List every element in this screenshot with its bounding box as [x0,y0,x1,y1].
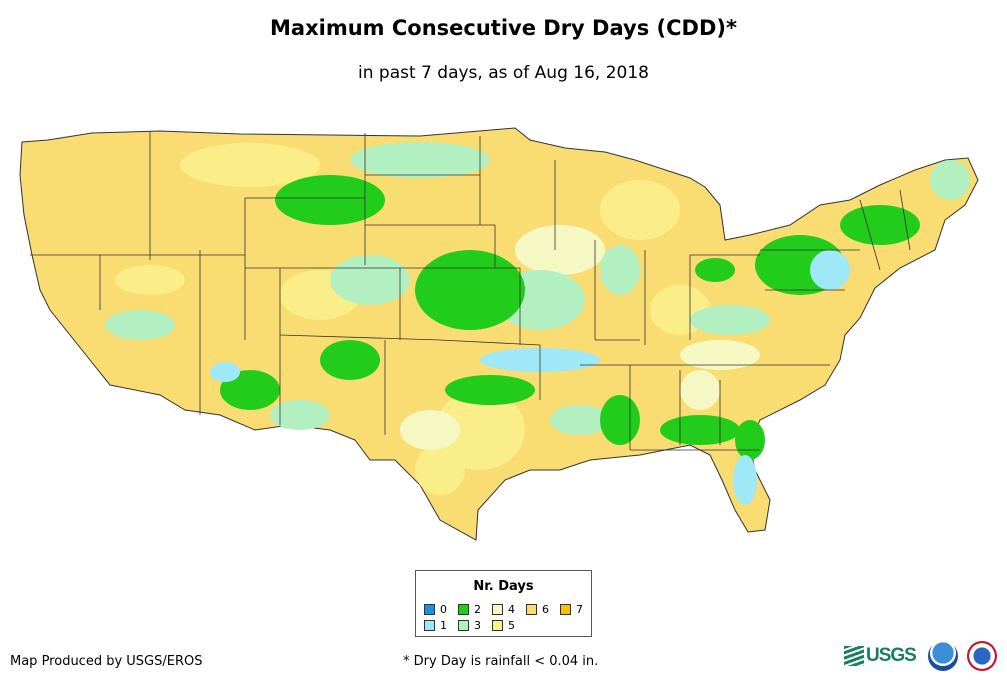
dry-day-footnote: * Dry Day is rainfall < 0.04 in. [403,654,599,669]
state-borders [30,131,911,451]
zone-pale [400,225,760,450]
zone-cyan [210,250,850,505]
legend: Nr. Days 0 1 2 3 4 5 6 7 [415,570,592,637]
legend-title: Nr. Days [473,579,534,594]
legend-swatch [492,604,503,615]
map-subtitle: in past 7 days, as of Aug 16, 2018 [358,63,649,83]
legend-swatch [492,620,503,631]
legend-swatch [458,620,469,631]
legend-item: 1 [424,619,447,632]
legend-item: 0 [424,603,447,616]
legend-item: 2 [458,603,481,616]
legend-swatch [526,604,537,615]
legend-swatch [424,604,435,615]
legend-item: 3 [458,619,481,632]
legend-swatch [424,620,435,631]
legend-label: 4 [508,603,515,616]
legend-label: 6 [542,603,549,616]
usgs-logo-text: USGS [866,645,917,666]
usgs-logo: USGS [844,642,920,670]
legend-label: 0 [440,603,447,616]
legend-label: 7 [576,603,583,616]
nws-logo-icon [967,641,997,671]
zone-light-yellow [115,143,710,495]
noaa-logo-icon [928,641,958,671]
legend-label: 1 [440,619,447,632]
legend-item: 7 [560,603,583,616]
map-title: Maximum Consecutive Dry Days (CDD)* [270,16,737,40]
legend-label: 2 [474,603,481,616]
map-credit: Map Produced by USGS/EROS [10,654,203,669]
legend-item: 5 [492,619,515,632]
usgs-mark-icon [844,646,864,666]
legend-swatch [458,604,469,615]
legend-item: 6 [526,603,549,616]
legend-swatch [560,604,571,615]
legend-label: 5 [508,619,515,632]
legend-item: 4 [492,603,515,616]
legend-label: 3 [474,619,481,632]
